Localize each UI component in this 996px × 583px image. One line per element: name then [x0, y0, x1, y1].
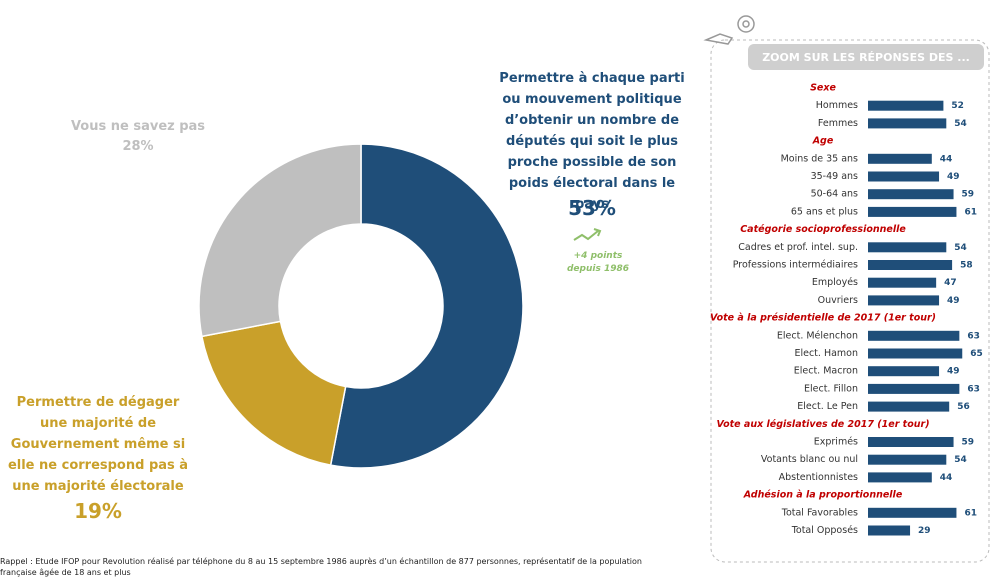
group-header: Vote à la présidentielle de 2017 (1er to…: [710, 313, 936, 324]
category-label: Elect. Macron: [794, 366, 858, 377]
category-label: Exprimés: [814, 437, 858, 448]
value-label: 54: [954, 243, 967, 253]
category-label: Cadres et prof. intel. sup.: [738, 242, 858, 253]
bar: [868, 437, 954, 447]
category-label: Femmes: [818, 118, 858, 129]
annotation: +4 points depuis 1986: [566, 251, 630, 274]
category-label: Votants blanc ou nul: [761, 454, 858, 465]
bar: [868, 472, 932, 483]
value-label: 47: [944, 278, 957, 288]
trend-arrow: [573, 230, 599, 241]
group-header: Sexe: [810, 83, 836, 94]
group-header: Age: [812, 136, 834, 147]
bar: [868, 366, 940, 377]
zoom-icon: [703, 15, 755, 45]
footnote: Rappel : Etude IFOP pour Revolution réal…: [0, 557, 642, 577]
value-label: 49: [947, 172, 960, 182]
bar: [868, 525, 911, 536]
category-label: 50-64 ans: [811, 189, 858, 200]
value-label: 61: [964, 207, 977, 217]
category-label: Hommes: [816, 100, 858, 111]
value-label: 63: [967, 331, 980, 341]
value-label: 59: [962, 438, 975, 448]
bar: [868, 206, 957, 217]
slice-label: Vous ne savez pas: [70, 119, 206, 134]
category-label: Total Favorables: [781, 507, 858, 518]
value-label: 49: [947, 367, 960, 377]
value-label: 29: [918, 526, 931, 536]
category-label: Ouvriers: [818, 295, 858, 306]
bar: [868, 260, 953, 270]
category-label: Elect. Mélenchon: [777, 330, 858, 341]
panel-border: [710, 39, 990, 563]
value-label: 59: [962, 190, 975, 200]
value-label: 44: [940, 154, 953, 164]
bar: [868, 454, 947, 465]
donut-slice: [329, 143, 524, 469]
value-label: 56: [957, 402, 970, 412]
slice-value: 19%: [74, 499, 122, 523]
bar: [868, 153, 932, 164]
value-label: 54: [954, 119, 967, 129]
slice-label: Permettre à chaque parti ou mouvement po…: [499, 71, 685, 212]
bar: [868, 242, 947, 253]
slice-value: 53%: [568, 196, 616, 220]
bar: [868, 330, 960, 341]
value-label: 63: [967, 384, 980, 394]
category-label: Professions intermédiaires: [733, 260, 858, 271]
value-label: 65: [970, 349, 983, 359]
slice-value: 28%: [122, 139, 154, 154]
donut-slice: [198, 143, 362, 338]
value-label: 49: [947, 296, 960, 306]
bar: [868, 189, 954, 200]
group-header: Catégorie socioprofessionnelle: [740, 224, 906, 235]
value-label: 52: [951, 101, 964, 111]
bar: [868, 507, 957, 518]
category-label: 35-49 ans: [811, 171, 858, 182]
category-label: Elect. Fillon: [804, 383, 858, 394]
category-label: 65 ans et plus: [791, 206, 858, 217]
value-label: 54: [954, 455, 967, 465]
category-label: Moins de 35 ans: [781, 153, 858, 164]
bar: [868, 277, 937, 288]
bar: [868, 295, 940, 306]
slice-label: Permettre de dégager une majorité de Gou…: [7, 395, 189, 494]
bar: [868, 348, 963, 359]
bar: [868, 118, 947, 129]
category-label: Employés: [812, 277, 858, 288]
category-label: Abstentionnistes: [779, 472, 858, 483]
bar: [868, 383, 960, 394]
group-header: Adhésion à la proportionnelle: [743, 490, 903, 501]
bar: [868, 401, 950, 412]
bar: [868, 171, 940, 182]
category-label: Elect. Le Pen: [797, 401, 858, 412]
value-label: 44: [940, 473, 953, 483]
bar: [868, 100, 944, 111]
panel-header: [748, 44, 984, 70]
trend-arrow-head: [593, 228, 602, 237]
category-label: Total Opposés: [791, 525, 858, 536]
donut-slice: [200, 320, 347, 467]
value-label: 61: [964, 508, 977, 518]
value-label: 58: [960, 261, 973, 271]
group-header: Vote aux législatives de 2017 (1er tour): [716, 419, 929, 430]
panel-title: ZOOM SUR LES RÉPONSES DES ...: [762, 51, 970, 64]
category-label: Elect. Hamon: [794, 348, 858, 359]
